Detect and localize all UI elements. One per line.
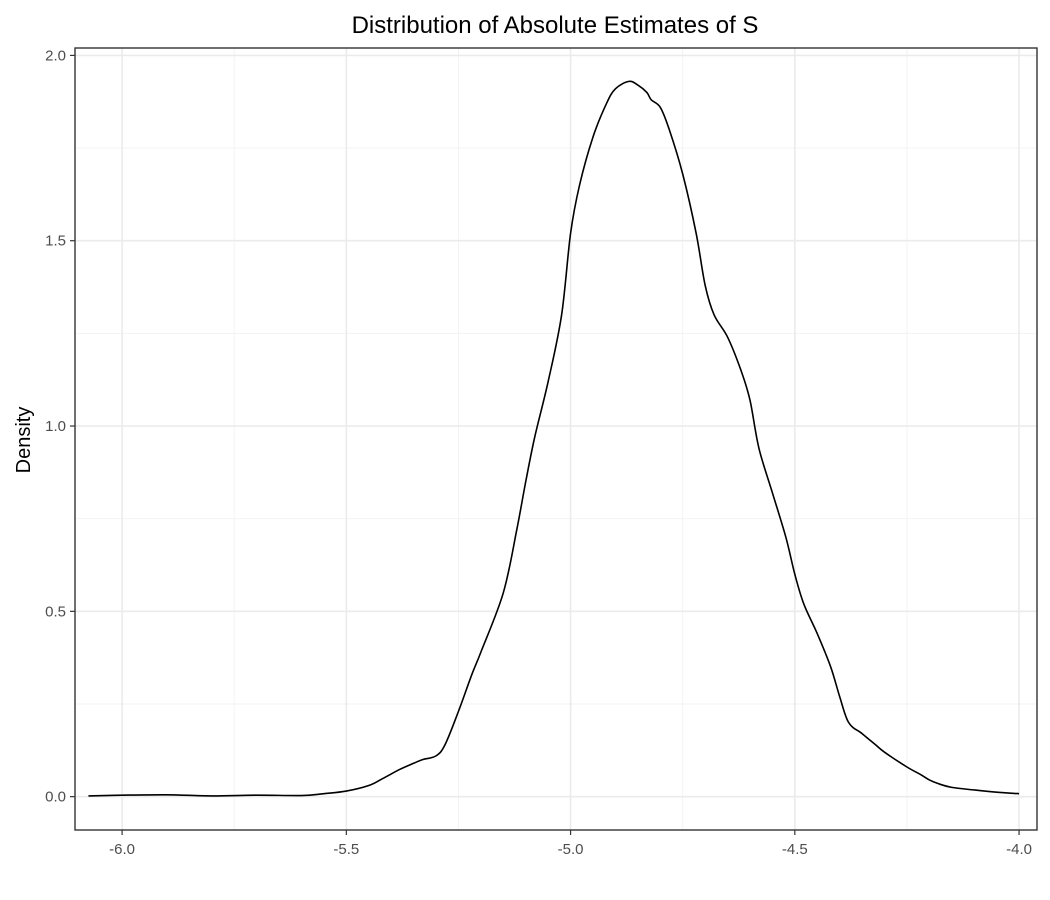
- x-tick-label: -5.5: [333, 841, 359, 858]
- minor-gridlines: [75, 48, 1037, 830]
- major-gridlines: [75, 48, 1037, 830]
- y-tick-label: 2.0: [45, 47, 66, 64]
- x-tick-label: -5.0: [558, 841, 584, 858]
- x-tick-label: -6.0: [109, 841, 135, 858]
- y-tick-label: 0.5: [45, 603, 66, 620]
- y-tick-label: 1.0: [45, 418, 66, 435]
- x-tick-label: -4.0: [1006, 841, 1032, 858]
- x-axis: -6.0 -5.5 -5.0 -4.5 -4.0: [109, 830, 1032, 858]
- y-axis-label: Density: [13, 407, 35, 474]
- y-tick-label: 1.5: [45, 233, 66, 250]
- chart-title: Distribution of Absolute Estimates of S: [352, 12, 759, 39]
- x-tick-label: -4.5: [782, 841, 808, 858]
- y-axis: 0.0 0.5 1.0 1.5 2.0: [45, 47, 75, 806]
- panel-border: [74, 47, 1038, 831]
- y-tick-label: 0.0: [45, 789, 66, 806]
- density-curve: [88, 80, 1020, 797]
